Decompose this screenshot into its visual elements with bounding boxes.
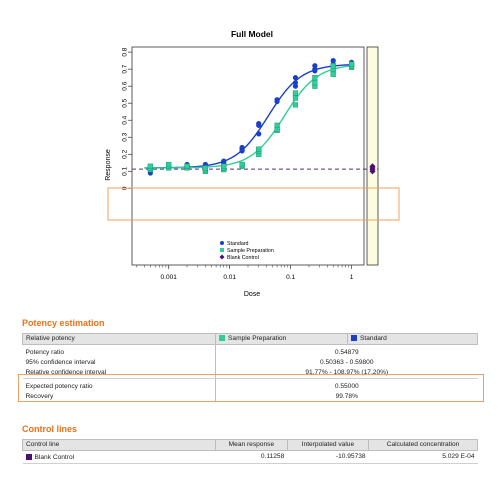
potency-ratio-label: Potency ratio xyxy=(25,349,64,356)
control-highlight-box xyxy=(107,187,400,221)
interpolated-value: -10.95738 xyxy=(287,450,369,464)
standard-point xyxy=(256,131,262,137)
sample-point xyxy=(330,63,336,69)
legend-marker-blank xyxy=(219,254,225,260)
legend-marker-sample xyxy=(220,248,224,252)
interpolated-value-header: Interpolated value xyxy=(286,439,370,451)
sample-point xyxy=(239,161,245,168)
standard-point xyxy=(274,97,280,103)
y-tick-label: 0.4 xyxy=(122,115,129,124)
sample-point xyxy=(292,102,299,108)
x-axis-label: Dose xyxy=(244,291,260,298)
confidence-interval-value: 0.50363 - 0.59800 xyxy=(215,358,478,368)
standard-point xyxy=(221,158,227,164)
standard-point xyxy=(292,75,299,81)
y-axis-label: Response xyxy=(105,149,112,181)
relative-ci-label: Relative confidence interval xyxy=(22,368,216,379)
control-name-cell: Blank Control xyxy=(22,450,216,464)
expected-potency-label: Expected potency ratio xyxy=(25,383,93,390)
recovery-value: 99.78% xyxy=(215,392,478,402)
control-line-header: Control line xyxy=(22,439,216,451)
expected-potency-value: 0.55000 xyxy=(215,378,478,392)
x-tick-label: 0.01 xyxy=(223,274,236,281)
standard-swatch xyxy=(351,335,357,342)
fit-curve xyxy=(144,64,355,169)
potency-ratio-row: Potency ratio 0.54879 xyxy=(23,344,478,358)
y-tick-label: 0.7 xyxy=(122,64,129,73)
y-tick-label: 0.1 xyxy=(122,166,129,175)
blank-point xyxy=(369,163,376,170)
sample-point xyxy=(184,163,190,169)
plot-frame xyxy=(131,46,365,266)
sample-column-header: Sample Preparation xyxy=(215,333,348,345)
standard-point xyxy=(330,58,336,64)
sample-point xyxy=(312,75,318,81)
potency-section-title: Potency estimation xyxy=(22,318,105,328)
sample-point xyxy=(292,90,299,96)
standard-point xyxy=(256,121,262,127)
y-tick-label: 0.2 xyxy=(122,149,129,158)
recovery-row: Recovery 99.78% xyxy=(23,392,478,402)
y-tick-label: 0.3 xyxy=(122,132,129,141)
standard-point xyxy=(292,80,299,86)
y-tick-label: 0.5 xyxy=(122,98,129,107)
sample-point xyxy=(330,71,336,77)
calculated-concentration-header: Calculated concentration xyxy=(368,439,478,451)
sample-point xyxy=(166,161,172,168)
control-table: Control line Mean response Interpolated … xyxy=(22,439,478,464)
standard-column-header: Standard xyxy=(347,333,478,345)
legend-marker-standard xyxy=(220,241,224,245)
x-tick-label: 0.001 xyxy=(161,274,178,281)
expected-potency-row: Expected potency ratio 0.55000 xyxy=(23,378,478,392)
sample-point xyxy=(256,146,262,152)
calculated-concentration-value: 5.029 E-04 xyxy=(368,450,478,464)
relative-potency-header: Relative potency xyxy=(22,333,216,345)
legend-label: Blank Control xyxy=(227,255,259,261)
sample-point xyxy=(292,95,299,101)
control-section-title: Control lines xyxy=(22,424,78,434)
control-header-row: Control line Mean response Interpolated … xyxy=(22,439,478,451)
y-tick-label: 0.6 xyxy=(122,81,129,90)
dose-response-chart: Full Model Response Dose 00.10.20.30.40.… xyxy=(105,29,400,298)
chart-title: Full Model xyxy=(231,29,273,39)
sample-point xyxy=(147,163,153,169)
confidence-interval-row: 95% confidence interval 0.50363 - 0.5980… xyxy=(23,358,478,368)
legend-label: Standard xyxy=(227,241,249,247)
potency-header-row: Relative potency Sample Preparation Stan… xyxy=(22,333,478,345)
relative-ci-value: 91.77% - 108.97% (17.20%) xyxy=(215,368,478,379)
relative-ci-row: Relative confidence interval 91.77% - 10… xyxy=(22,368,478,379)
sample-point xyxy=(348,61,355,67)
standard-column-label: Standard xyxy=(360,335,387,342)
potency-table: Relative potency Sample Preparation Stan… xyxy=(22,333,478,402)
sample-point xyxy=(202,165,208,171)
blank-control-swatch xyxy=(25,454,32,461)
recovery-label: Recovery xyxy=(25,393,54,400)
mean-response-value: 0.11258 xyxy=(215,450,288,464)
blank-control-name: Blank Control xyxy=(34,454,75,461)
sample-point xyxy=(312,80,318,86)
x-tick-label: 0.1 xyxy=(286,274,295,281)
sample-column-label: Sample Preparation xyxy=(228,335,287,342)
mean-response-header: Mean response xyxy=(215,439,288,451)
potency-ratio-value: 0.54879 xyxy=(215,344,478,358)
sample-swatch xyxy=(219,335,225,342)
fit-curve xyxy=(144,63,355,169)
y-tick-label: 0.8 xyxy=(122,47,129,56)
standard-point xyxy=(312,63,318,69)
sample-point xyxy=(274,122,280,128)
sample-point xyxy=(221,163,227,169)
standard-point xyxy=(239,144,245,151)
control-strip xyxy=(366,46,379,266)
legend-label: Sample Preparation xyxy=(227,248,274,254)
x-tick-label: 1 xyxy=(350,274,354,281)
confidence-interval-label: 95% confidence interval xyxy=(25,359,96,366)
blank-control-row: Blank Control 0.11258 -10.95738 5.029 E-… xyxy=(22,450,478,464)
